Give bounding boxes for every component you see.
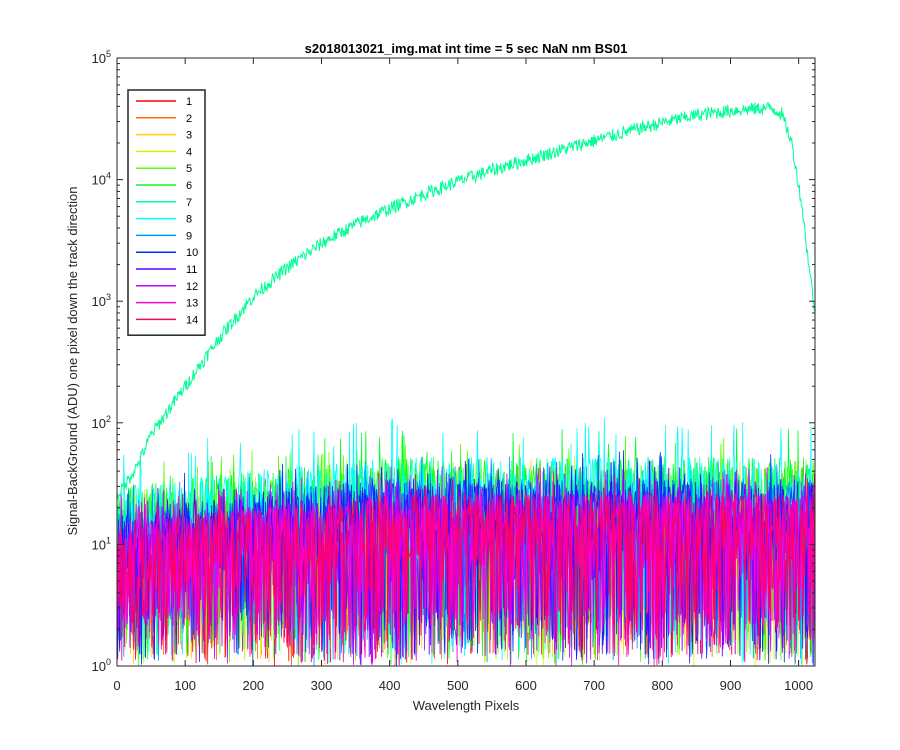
x-tick-label: 900 — [720, 678, 742, 693]
y-tick-base: 10 — [92, 537, 106, 552]
y-tick-exponent: 2 — [106, 414, 111, 424]
chart-title: s2018013021_img.mat int time = 5 sec NaN… — [305, 41, 628, 56]
y-tick-label: 104 — [92, 171, 111, 188]
y-tick-label: 101 — [92, 535, 111, 552]
y-tick-label: 103 — [92, 292, 111, 309]
legend-label-10: 10 — [186, 247, 198, 259]
y-tick-label: 100 — [92, 657, 111, 674]
legend-box — [127, 89, 206, 336]
legend-label-12: 12 — [186, 281, 198, 293]
y-tick-base: 10 — [92, 173, 106, 188]
legend-label-2: 2 — [186, 113, 192, 125]
legend-label-5: 5 — [186, 163, 192, 175]
legend-label-3: 3 — [186, 130, 192, 142]
y-tick-label: 102 — [92, 414, 111, 431]
x-tick-label: 800 — [651, 678, 673, 693]
x-tick-label: 600 — [515, 678, 537, 693]
series-line-7 — [116, 101, 816, 501]
series-line-14 — [116, 471, 816, 666]
ticks-layer: 0 100 200 300 400 500 600 700 800 900 100010010110… — [92, 49, 815, 693]
y-tick-exponent: 5 — [106, 49, 111, 59]
x-tick-label: 700 — [583, 678, 605, 693]
legend-label-7: 7 — [186, 197, 192, 209]
legend-label-11: 11 — [186, 264, 197, 276]
legend-label-1: 1 — [186, 96, 192, 108]
y-tick-base: 10 — [92, 51, 106, 66]
x-tick-label: 1000 — [784, 678, 813, 693]
x-tick-label: 300 — [311, 678, 333, 693]
series-layer — [116, 101, 816, 666]
legend-label-13: 13 — [186, 298, 198, 310]
y-tick-base: 10 — [92, 659, 106, 674]
legend-label-9: 9 — [186, 230, 192, 242]
y-axis-label: Signal-BackGround (ADU) one pixel down t… — [65, 186, 80, 535]
y-tick-base: 10 — [92, 294, 106, 309]
legend-label-6: 6 — [186, 180, 192, 192]
x-tick-label: 100 — [174, 678, 196, 693]
legend-label-8: 8 — [186, 214, 192, 226]
y-tick-exponent: 3 — [106, 292, 111, 302]
y-tick-label: 105 — [92, 49, 111, 66]
x-axis-label: Wavelength Pixels — [413, 698, 520, 713]
y-tick-exponent: 1 — [106, 535, 111, 545]
x-tick-label: 400 — [379, 678, 401, 693]
x-tick-label: 200 — [242, 678, 264, 693]
y-tick-exponent: 0 — [106, 657, 111, 667]
legend-label-4: 4 — [186, 146, 192, 158]
x-tick-label: 500 — [447, 678, 469, 693]
plot-frame — [116, 57, 816, 667]
legend-label-14: 14 — [186, 314, 198, 326]
y-tick-base: 10 — [92, 416, 106, 431]
x-tick-label: 0 — [113, 678, 120, 693]
y-tick-exponent: 4 — [106, 171, 111, 181]
